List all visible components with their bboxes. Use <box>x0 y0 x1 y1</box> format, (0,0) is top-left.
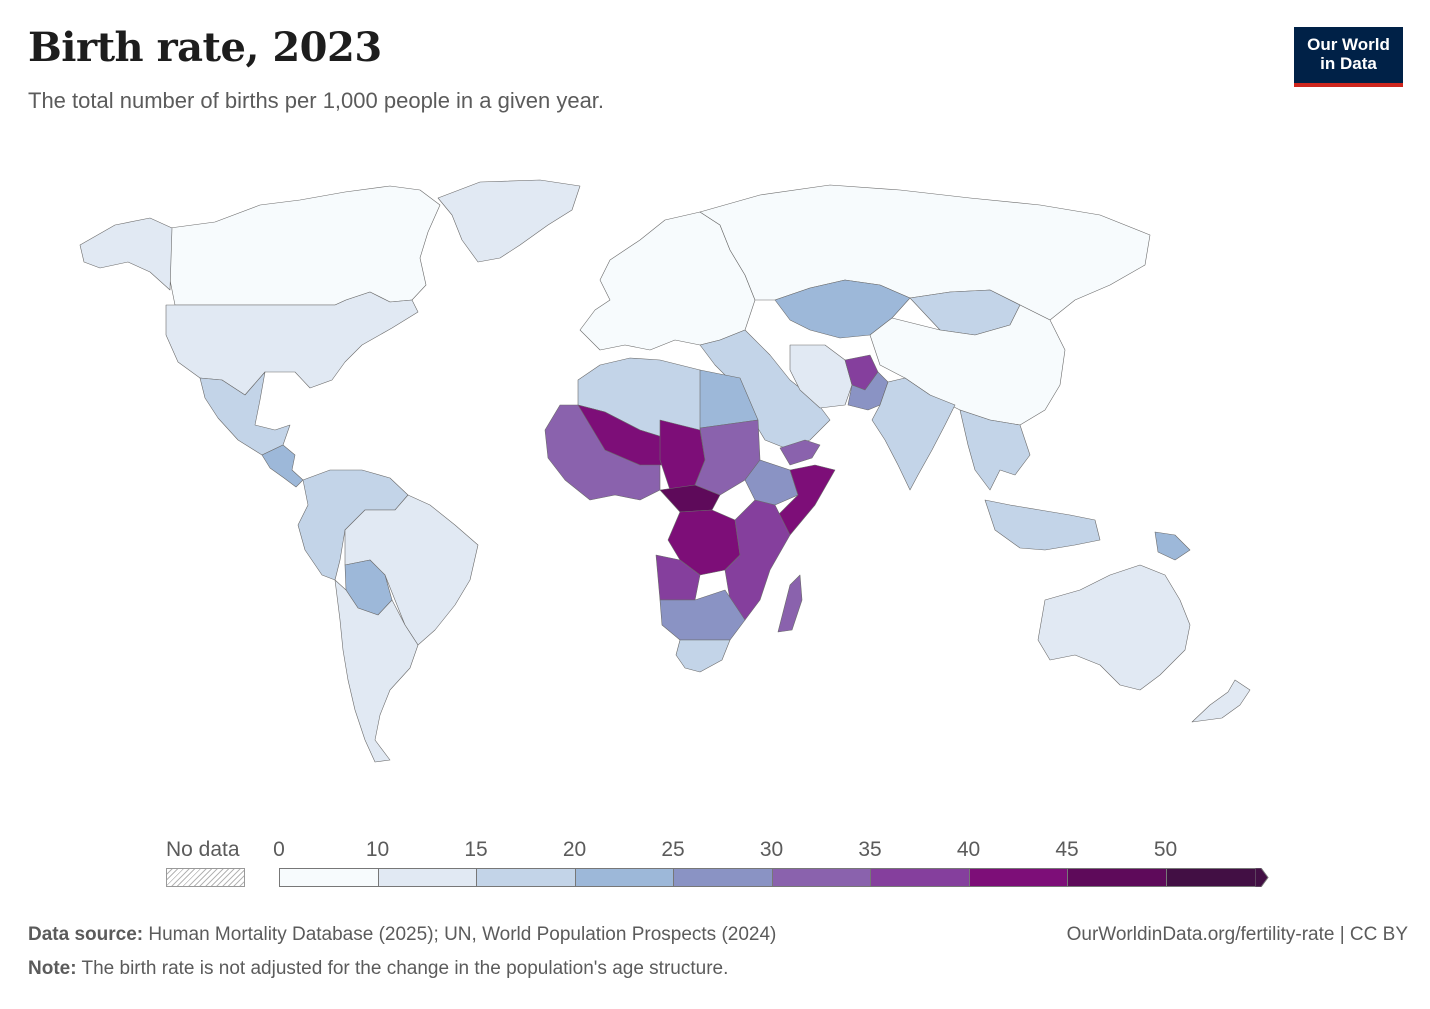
legend-bin-20-25[interactable] <box>574 868 673 887</box>
no-data-label: No data <box>166 838 240 861</box>
logo-line-1: Our World <box>1307 35 1390 54</box>
region-mexico[interactable] <box>199 371 291 456</box>
data-source: Data source: Human Mortality Database (2… <box>28 924 776 946</box>
country-layer <box>79 179 1251 763</box>
data-source-text: Human Mortality Database (2025); UN, Wor… <box>148 924 777 945</box>
region-new-zealand[interactable] <box>1191 679 1251 723</box>
owid-logo[interactable]: Our World in Data <box>1294 27 1403 87</box>
region-argentina-chile[interactable] <box>334 579 419 763</box>
logo-line-2: in Data <box>1320 54 1377 73</box>
legend-tick-25: 25 <box>661 838 685 861</box>
region-somalia[interactable] <box>777 464 836 536</box>
note-text: The birth rate is not adjusted for the c… <box>81 958 729 979</box>
legend-tick-45: 45 <box>1055 838 1079 861</box>
region-madagascar[interactable] <box>777 574 803 633</box>
legend-bin-50-55[interactable] <box>1165 868 1256 887</box>
chart-title: Birth rate, 2023 <box>28 24 382 71</box>
chart-note: Note: The birth rate is not adjusted for… <box>28 958 728 980</box>
legend-tick-0: 0 <box>273 838 285 861</box>
legend-tick-30: 30 <box>759 838 784 861</box>
region-greenland[interactable] <box>437 179 581 263</box>
region-south-africa[interactable] <box>675 639 731 673</box>
region-angola[interactable] <box>655 554 701 601</box>
legend-tick-20: 20 <box>562 838 587 861</box>
region-papua-new-guinea[interactable] <box>1154 531 1191 561</box>
region-central-african-republic[interactable] <box>659 484 721 513</box>
chart-subtitle: The total number of births per 1,000 peo… <box>28 88 605 113</box>
region-india[interactable] <box>871 377 956 491</box>
region-australia[interactable] <box>1037 564 1191 691</box>
legend-tick-50: 50 <box>1153 838 1178 861</box>
region-yemen[interactable] <box>779 439 821 466</box>
legend-tick-15: 15 <box>464 838 488 861</box>
legend-tick-40: 40 <box>956 838 981 861</box>
region-sudan[interactable] <box>694 419 761 496</box>
source-url-link[interactable]: OurWorldinData.org/fertility-rate | CC B… <box>1066 924 1408 945</box>
legend-tick-35: 35 <box>858 838 882 861</box>
region-indonesia[interactable] <box>984 499 1101 551</box>
legend-bin-15-20[interactable] <box>476 868 575 887</box>
region-iran[interactable] <box>789 344 853 409</box>
legend-bin-30-35[interactable] <box>771 868 870 887</box>
legend-bin-45-50[interactable] <box>1067 868 1166 887</box>
legend-arrow-icon <box>1255 868 1269 887</box>
legend-bin-25-30[interactable] <box>673 868 772 887</box>
legend-bin-0-10[interactable] <box>279 868 378 887</box>
legend: No data 0 10 15 20 25 30 35 40 45 50 <box>0 830 1430 900</box>
world-map <box>79 179 1251 763</box>
legend-bin-40-45[interactable] <box>968 868 1067 887</box>
region-east-africa[interactable] <box>724 499 791 621</box>
region-alaska[interactable] <box>79 217 173 291</box>
data-source-label: Data source: <box>28 924 144 945</box>
region-southeast-asia[interactable] <box>959 409 1031 491</box>
note-label: Note: <box>28 958 77 979</box>
no-data-swatch[interactable] <box>166 868 245 887</box>
legend-tick-10: 10 <box>365 838 390 861</box>
region-canada[interactable] <box>169 185 441 306</box>
legend-bin-35-40[interactable] <box>870 868 969 887</box>
legend-bin-10-15[interactable] <box>377 868 476 887</box>
